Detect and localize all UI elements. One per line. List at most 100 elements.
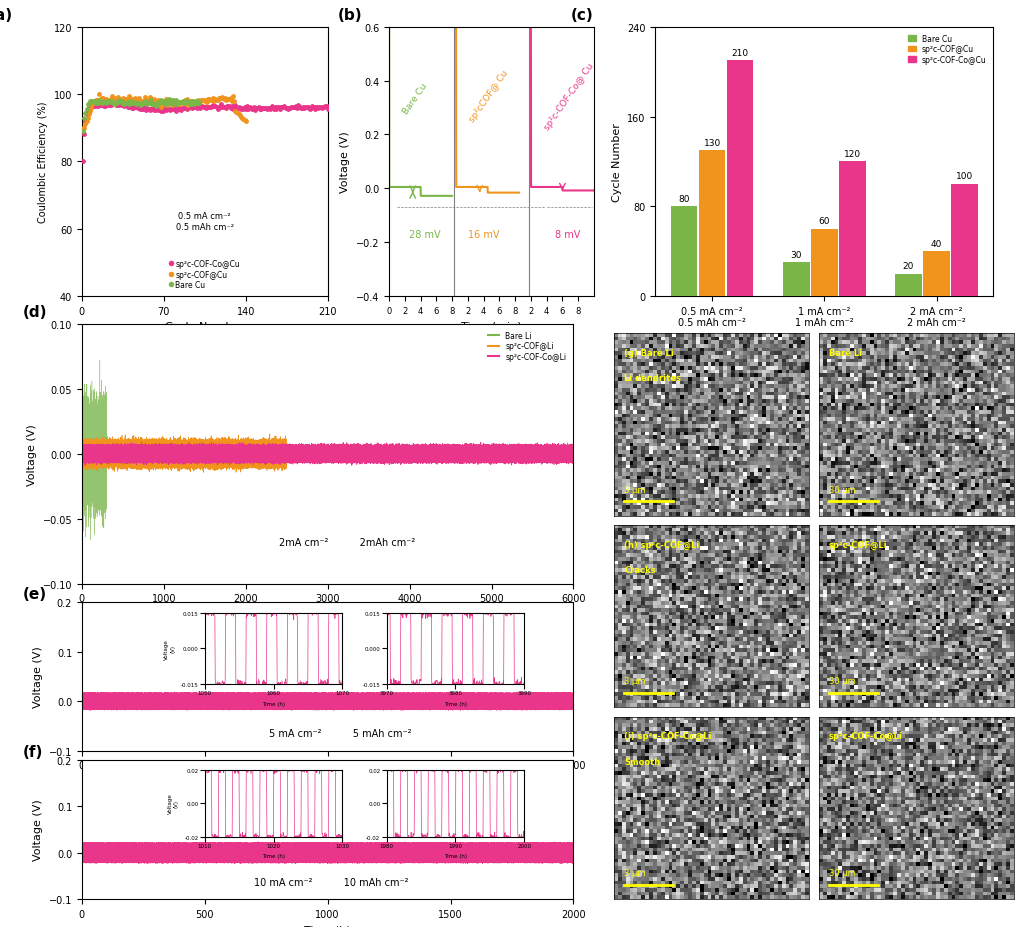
Point bbox=[165, 103, 181, 118]
Text: 0.5 mA cm⁻²          0.5 mAh cm⁻²: 0.5 mA cm⁻² 0.5 mAh cm⁻² bbox=[429, 349, 554, 358]
Text: 80: 80 bbox=[678, 195, 690, 204]
Point bbox=[301, 102, 317, 117]
Point bbox=[166, 95, 182, 110]
Point bbox=[159, 102, 175, 117]
Point bbox=[218, 94, 234, 108]
Text: 3 μm: 3 μm bbox=[624, 485, 645, 494]
Bar bbox=[783, 263, 810, 297]
Point bbox=[88, 97, 104, 112]
Point bbox=[162, 95, 178, 110]
Point bbox=[273, 101, 290, 116]
Point bbox=[173, 104, 189, 119]
Point bbox=[114, 98, 130, 113]
Point bbox=[171, 95, 187, 110]
Text: sp²cCOF@ Cu: sp²cCOF@ Cu bbox=[468, 69, 510, 124]
Point bbox=[131, 96, 147, 111]
Point bbox=[251, 101, 267, 116]
Point bbox=[204, 99, 220, 114]
Point bbox=[140, 103, 157, 118]
Text: 210: 210 bbox=[731, 49, 749, 58]
Point bbox=[214, 100, 230, 115]
Point bbox=[121, 98, 137, 113]
Point bbox=[262, 102, 279, 117]
Point bbox=[170, 95, 186, 110]
Point bbox=[265, 103, 282, 118]
Point bbox=[123, 99, 139, 114]
X-axis label: Time (h): Time (h) bbox=[304, 609, 351, 619]
Point bbox=[148, 96, 165, 111]
Point bbox=[227, 105, 244, 120]
Point bbox=[75, 121, 91, 136]
Point bbox=[210, 94, 226, 108]
Point bbox=[141, 103, 158, 118]
Point bbox=[278, 101, 294, 116]
Point bbox=[255, 101, 271, 116]
Point bbox=[156, 102, 172, 117]
Point bbox=[159, 98, 175, 113]
Point bbox=[227, 98, 244, 113]
Point bbox=[261, 101, 278, 116]
Point bbox=[311, 101, 328, 116]
Point bbox=[82, 95, 98, 109]
Point bbox=[79, 114, 95, 129]
Point bbox=[167, 97, 183, 112]
Point bbox=[154, 94, 170, 108]
Point bbox=[126, 92, 142, 107]
Point bbox=[179, 92, 196, 107]
Point bbox=[191, 102, 208, 117]
Point bbox=[121, 89, 137, 104]
Point bbox=[105, 96, 122, 111]
Point bbox=[177, 93, 194, 108]
Point bbox=[150, 94, 166, 108]
Point bbox=[129, 100, 145, 115]
Point bbox=[85, 95, 101, 109]
Point bbox=[183, 95, 200, 109]
Point bbox=[173, 96, 189, 111]
Point bbox=[237, 101, 253, 116]
Point bbox=[98, 98, 115, 113]
Point bbox=[230, 108, 247, 122]
Point bbox=[177, 100, 194, 115]
Point bbox=[123, 96, 139, 111]
Point bbox=[226, 95, 243, 109]
Point bbox=[210, 102, 226, 117]
Point bbox=[140, 95, 157, 110]
Point bbox=[195, 100, 211, 115]
Point bbox=[198, 101, 214, 116]
Point bbox=[246, 100, 262, 115]
Point bbox=[208, 100, 224, 115]
Point bbox=[223, 94, 240, 108]
Point bbox=[162, 94, 178, 108]
Point bbox=[113, 95, 129, 109]
Point bbox=[172, 95, 188, 110]
Point bbox=[146, 104, 163, 119]
Point bbox=[189, 94, 206, 108]
Point bbox=[172, 95, 188, 110]
Point bbox=[204, 94, 220, 108]
Text: 16 mV: 16 mV bbox=[468, 230, 500, 239]
Point bbox=[163, 94, 179, 108]
Point bbox=[163, 95, 179, 110]
Text: (c): (c) bbox=[571, 7, 594, 23]
Point bbox=[103, 98, 120, 113]
Point bbox=[181, 95, 198, 110]
Text: (e): (e) bbox=[23, 586, 47, 601]
Point bbox=[92, 93, 109, 108]
Point bbox=[284, 101, 300, 116]
Point bbox=[138, 104, 155, 119]
Point bbox=[101, 98, 118, 113]
Point bbox=[142, 102, 159, 117]
Point bbox=[145, 102, 162, 117]
Point bbox=[223, 99, 240, 114]
Point bbox=[182, 98, 199, 113]
Point bbox=[226, 100, 243, 115]
Text: (b): (b) bbox=[338, 7, 362, 23]
Point bbox=[95, 97, 112, 112]
Point bbox=[118, 99, 134, 114]
Point bbox=[245, 101, 261, 116]
Point bbox=[124, 96, 140, 111]
Point bbox=[243, 101, 259, 116]
Text: 3 μm: 3 μm bbox=[624, 677, 645, 686]
Point bbox=[154, 101, 170, 116]
Point bbox=[138, 94, 155, 108]
